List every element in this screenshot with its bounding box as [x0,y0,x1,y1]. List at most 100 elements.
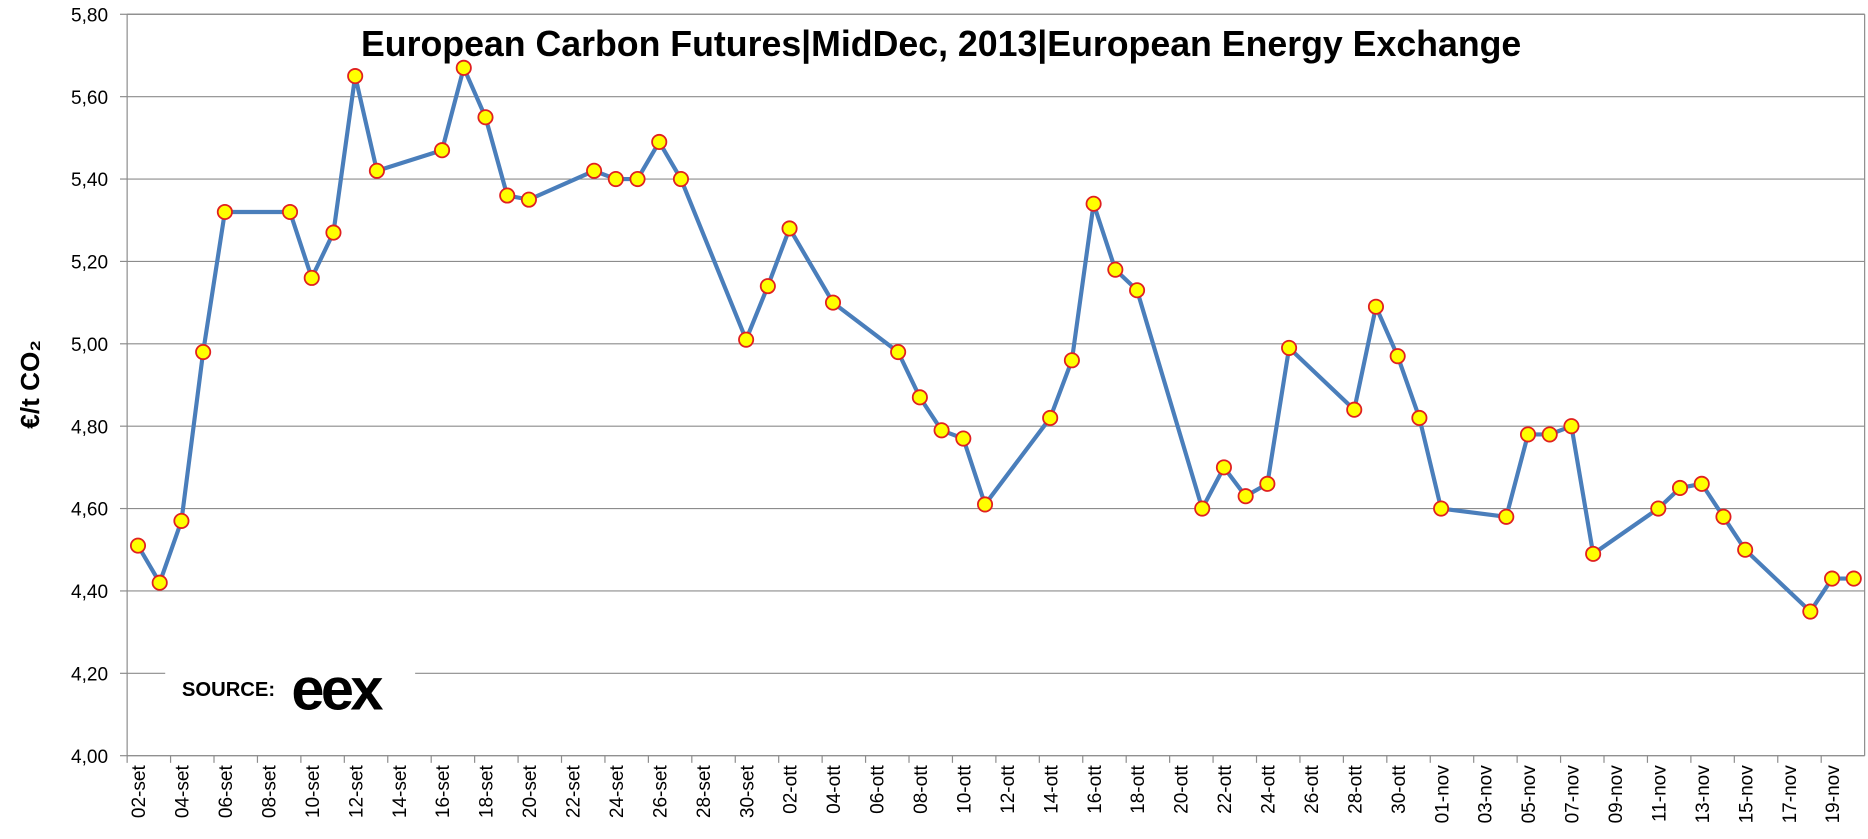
x-tick-label: 20-set [520,765,541,819]
x-tick-label: 10-ott [954,765,975,814]
data-point [455,59,472,76]
data-point [195,344,212,361]
x-tick-label: 20-ott [1172,765,1193,814]
data-point [1671,479,1689,496]
x-tick-label: 18-ott [1128,765,1149,814]
x-tick-label: 15-nov [1736,765,1757,824]
data-point [477,109,494,126]
data-point [824,294,842,311]
x-tick-label: 26-ott [1302,765,1323,814]
data-point [1519,426,1537,443]
x-tick-label: 22-set [564,765,585,819]
data-point [1411,409,1428,426]
data-point [1215,459,1232,476]
x-tick-label: 30-ott [1389,765,1410,814]
x-tick-label: 02-ott [781,765,802,814]
y-tick-label: 4,80 [71,417,108,438]
data-point [1433,500,1450,517]
x-tick-label: 24-ott [1259,765,1280,814]
data-point [1042,409,1059,426]
data-point [325,224,342,241]
data-point [976,496,994,513]
data-point [1845,570,1862,587]
y-tick-label: 5,00 [71,335,108,356]
data-point [1259,475,1276,492]
data-point [672,171,689,188]
data-point [434,142,451,159]
data-point [129,537,147,554]
x-tick-label: 09-nov [1606,765,1627,824]
x-tick-label: 12-ott [998,765,1019,814]
x-tick-label: 04-ott [824,765,845,814]
x-tick-label: 10-set [303,765,324,819]
data-point [651,133,668,151]
data-point [151,574,168,591]
data-point [781,220,798,237]
y-axis-label: €/t CO₂ [15,340,45,429]
x-tick-label: 16-ott [1085,765,1106,814]
source-box [165,658,416,720]
data-point [629,171,646,188]
data-point [1802,603,1819,620]
data-point [911,389,928,406]
x-tick-label: 01-nov [1432,765,1453,824]
x-tick-label: 30-set [737,765,758,819]
x-tick-label: 13-nov [1693,765,1714,824]
data-point [1085,195,1102,212]
data-point [1281,339,1298,356]
chart-title: European Carbon Futures|MidDec, 2013|Eur… [361,24,1521,64]
data-point [303,269,320,286]
y-tick-label: 4,40 [71,582,108,603]
data-point [281,203,299,221]
data-point [1715,508,1732,525]
data-point [1693,475,1710,492]
y-tick-label: 4,60 [71,500,108,521]
data-point [890,344,907,361]
x-tick-label: 08-set [259,765,280,819]
source-label: SOURCE: [182,679,275,701]
data-point [347,68,364,85]
x-tick-label: 28-ott [1345,765,1366,814]
x-tick-label: 26-set [650,765,671,819]
x-tick-label: 06-ott [868,765,889,814]
x-tick-label: 03-nov [1476,765,1497,824]
x-tick-label: 06-set [216,765,237,819]
x-tick-label: 14-set [390,765,411,819]
x-tick-label: 05-nov [1519,765,1540,824]
data-point [933,422,950,439]
data-point [173,512,190,529]
data-point [1194,500,1211,517]
x-tick-label: 22-ott [1215,765,1236,814]
x-tick-label: 11-nov [1649,765,1670,822]
x-tick-label: 19-nov [1823,765,1844,824]
x-tick-label: 16-set [433,765,454,819]
x-tick-label: 02-set [129,765,150,819]
data-point [1346,401,1363,418]
data-point [1650,500,1667,517]
data-point [1585,545,1602,562]
data-point [1107,261,1124,278]
data-point [759,278,776,295]
data-point [368,162,385,179]
data-point [1824,570,1841,587]
x-tick-label: 04-set [173,765,194,819]
data-point [1129,282,1146,299]
data-point [1541,426,1558,443]
data-point [1367,298,1384,315]
y-tick-label: 5,40 [71,170,108,191]
data-point [607,171,624,188]
data-point [520,191,537,208]
data-point [1737,541,1754,558]
x-tick-label: 18-set [477,765,498,819]
data-point [738,331,755,348]
data-point [1237,488,1254,505]
y-tick-label: 4,20 [71,664,108,685]
y-tick-label: 5,60 [71,88,108,109]
x-tick-label: 14-ott [1041,765,1062,814]
x-tick-label: 17-nov [1780,765,1801,824]
y-tick-label: 5,80 [71,5,108,26]
x-tick-label: 28-set [694,765,715,819]
y-tick-label: 5,20 [71,253,108,274]
